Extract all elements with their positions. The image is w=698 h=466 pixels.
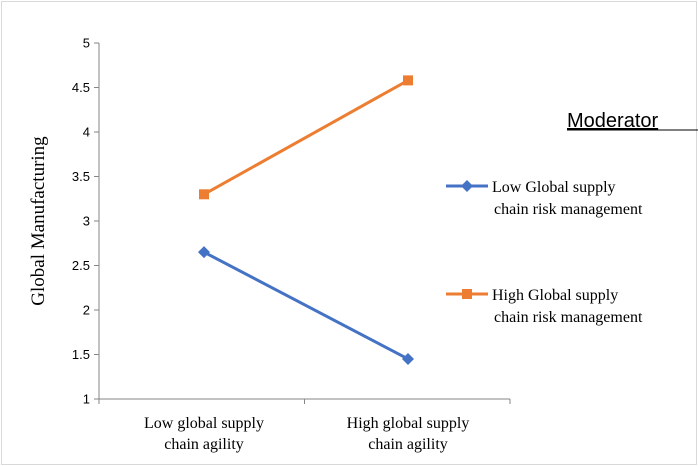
y-tick-label: 1.5: [72, 347, 90, 362]
y-tick-label: 3: [83, 214, 90, 229]
legend-label: High Global supply: [492, 287, 618, 304]
series-line-high-risk-management: [203, 79, 409, 196]
legend-title: Moderator: [567, 110, 658, 132]
data-point-low-risk-management: [198, 246, 210, 259]
legend-label: Low Global supply: [492, 179, 616, 196]
legend-label: chain risk management: [494, 201, 643, 218]
y-tick-label: 5: [83, 36, 90, 51]
y-tick-label: 1: [83, 392, 90, 407]
legend-marker: [461, 180, 473, 192]
series-line-low-risk-management: [203, 250, 409, 361]
x-category-label: Low global supply: [144, 415, 264, 432]
data-point-high-risk-management: [199, 189, 209, 200]
y-tick-label: 4.5: [72, 80, 90, 95]
legend-label: chain risk management: [494, 309, 643, 326]
x-category-label: chain agility: [368, 436, 448, 453]
data-point-high-risk-management: [403, 75, 413, 86]
legend-marker: [462, 289, 472, 299]
y-tick-label: 2.5: [72, 258, 90, 273]
y-tick-label: 3.5: [72, 169, 90, 184]
y-tick-label: 4: [83, 125, 90, 140]
data-point-low-risk-management: [402, 352, 414, 365]
y-axis-label: Global Manufacturing: [28, 136, 49, 306]
y-tick-label: 2: [83, 303, 90, 318]
x-category-label: chain agility: [164, 436, 244, 453]
x-category-label: High global supply: [347, 415, 470, 432]
